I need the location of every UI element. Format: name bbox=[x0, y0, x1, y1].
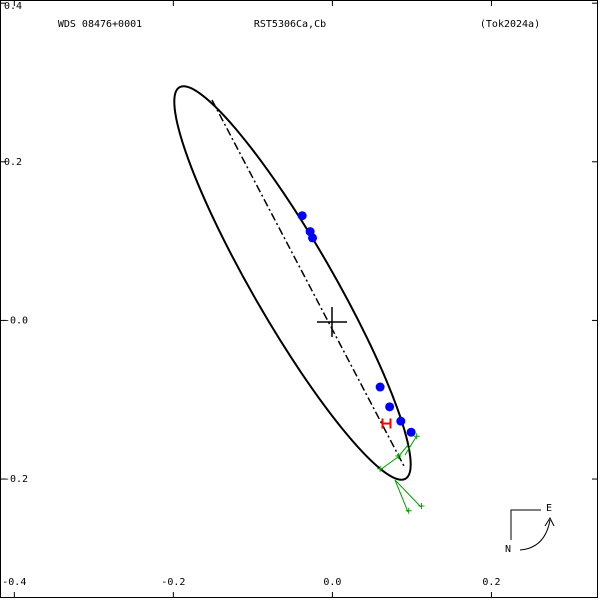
y-tick-label: 0.4 bbox=[4, 1, 22, 12]
chart-title: RST5306Ca,Cb bbox=[254, 19, 326, 30]
y-tick-label: 0.2 bbox=[4, 157, 22, 168]
compass-axes bbox=[510, 509, 541, 540]
residual-line bbox=[394, 479, 409, 513]
residual-lines bbox=[379, 436, 422, 513]
compass bbox=[510, 509, 555, 551]
observation-point bbox=[385, 402, 395, 412]
h-marker bbox=[381, 418, 392, 429]
plus-marker bbox=[405, 507, 412, 514]
compass-east: E bbox=[546, 503, 552, 514]
observation-point bbox=[396, 416, 406, 426]
observation-point bbox=[406, 427, 416, 437]
plus-marker bbox=[395, 453, 402, 460]
residual-line bbox=[404, 436, 417, 456]
observation-point bbox=[297, 211, 307, 221]
residual-line bbox=[379, 456, 399, 471]
x-tick-label: -0.2 bbox=[161, 577, 185, 588]
x-tick-label: 0.0 bbox=[323, 577, 341, 588]
y-tick-label: -0.0 bbox=[4, 315, 28, 326]
plus-marker bbox=[418, 503, 425, 509]
x-tick-label: -0.4 bbox=[2, 577, 26, 588]
x-tick-label: 0.2 bbox=[482, 577, 500, 588]
observation-point bbox=[375, 382, 385, 392]
y-tick-label: -0.2 bbox=[4, 474, 28, 485]
subtitle: WDS 08476+0001 bbox=[58, 19, 142, 30]
plus-marker bbox=[377, 465, 384, 472]
observation-point bbox=[308, 233, 318, 243]
plus-marker bbox=[413, 433, 420, 440]
line-of-apsides bbox=[211, 99, 406, 469]
residual-line bbox=[394, 479, 422, 508]
annotation: (Tok2024a) bbox=[480, 19, 540, 30]
residual-line bbox=[397, 444, 409, 458]
compass-arrow bbox=[544, 516, 555, 527]
compass-north: N bbox=[505, 544, 511, 555]
orbit-ellipse bbox=[173, 85, 412, 481]
compass-arc bbox=[519, 519, 551, 551]
